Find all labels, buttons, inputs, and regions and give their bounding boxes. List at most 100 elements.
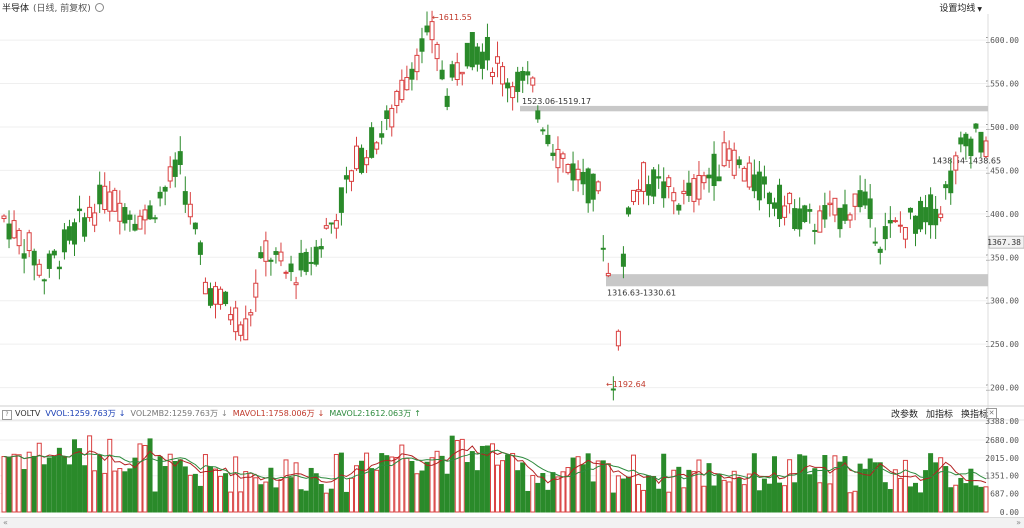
candle [777, 184, 783, 220]
volume-bar [459, 438, 465, 513]
candle [117, 202, 123, 222]
candle [197, 242, 203, 255]
candle [288, 263, 294, 273]
volume-bar [872, 462, 878, 513]
candle [651, 169, 657, 197]
volume-bar [787, 459, 793, 513]
candle [127, 214, 133, 220]
candle [273, 251, 279, 255]
candle [907, 207, 913, 213]
candle [1, 215, 7, 220]
candle [973, 123, 979, 129]
volume-bar [328, 488, 334, 513]
volume-bar [6, 457, 12, 513]
volume-bar [46, 457, 52, 513]
volume-bar [620, 478, 626, 513]
volume-bar [419, 470, 425, 513]
volume-bar [882, 482, 888, 513]
volume-bar [464, 462, 470, 513]
volume-bar [233, 456, 239, 513]
volume-bar [570, 457, 576, 513]
volume-bar [122, 471, 128, 513]
candle [313, 246, 319, 265]
mavol2-line [3, 449, 987, 481]
candle [293, 282, 299, 286]
candle [701, 175, 707, 184]
zone-annotation: 1316.63-1330.61 [607, 288, 676, 297]
settings-icon[interactable] [94, 3, 104, 12]
indicator-actions: 改参数 加指标 换指标 [883, 407, 988, 420]
candle [681, 190, 687, 195]
volume-bar [686, 469, 692, 513]
candle [348, 170, 354, 182]
indicator-name: VOLTV [15, 409, 41, 418]
candle [610, 388, 616, 391]
volume-bar [444, 473, 450, 513]
candle [122, 207, 128, 224]
switch-indicator-button[interactable]: 换指标 [960, 410, 988, 420]
candle [318, 246, 324, 250]
candle [429, 21, 435, 41]
volume-bar [409, 461, 415, 513]
volume-bar [746, 473, 752, 513]
candle [676, 204, 682, 211]
volume-bar [127, 468, 133, 513]
volume-bar [137, 443, 143, 513]
candle [797, 208, 803, 230]
candle [535, 110, 541, 120]
add-indicator-button[interactable]: 加指标 [925, 410, 953, 420]
volume-bar [338, 452, 344, 513]
candle [202, 281, 208, 295]
volume-bar [1, 456, 7, 513]
candle [464, 42, 470, 67]
candle [862, 191, 868, 206]
volume-bar [36, 442, 42, 513]
candle [414, 54, 420, 73]
candle [560, 153, 566, 159]
volume-bar [887, 489, 893, 513]
volume-bar [449, 435, 455, 513]
volume-bar [182, 466, 188, 513]
volume-bar [288, 477, 294, 513]
candle [847, 214, 853, 221]
candle [842, 204, 848, 221]
volume-bar [177, 459, 183, 513]
help-icon[interactable]: ? [2, 410, 12, 420]
volume-bar [817, 482, 823, 513]
volume-bar [661, 453, 667, 513]
volume-bar [77, 448, 83, 513]
y-tick-label: 1550.00 [985, 80, 1019, 89]
scroll-right-icon[interactable]: » [1016, 518, 1021, 527]
candle [434, 43, 440, 60]
volume-bar [827, 483, 833, 513]
candle [444, 95, 450, 107]
volume-bar [963, 483, 969, 513]
ma-settings-button[interactable]: 设置均线 ▼ [939, 1, 982, 14]
volume-bar [132, 457, 138, 513]
candle [646, 184, 652, 196]
candle [721, 142, 727, 167]
candle [852, 193, 858, 207]
volume-bar [218, 475, 224, 513]
volume-bar [283, 459, 289, 513]
volume-bar [943, 466, 949, 513]
volume-bar [862, 468, 868, 513]
candle [736, 159, 742, 166]
volume-bar [56, 447, 62, 513]
candle [36, 263, 42, 276]
candle [661, 181, 667, 199]
candle [515, 71, 521, 92]
volume-bar [867, 458, 873, 513]
close-icon[interactable]: ✕ [986, 408, 997, 419]
y-tick-label: 1200.00 [985, 384, 1019, 393]
volume-bar [928, 453, 934, 513]
volume-bar [600, 460, 606, 513]
candle [51, 250, 57, 256]
chart-header: 半导体 (日线, 前复权) 设置均线 ▼ [0, 0, 1024, 14]
y-tick-label: 1600.00 [985, 36, 1019, 45]
volume-bar [117, 468, 123, 513]
time-scrollbar[interactable]: « » [0, 517, 1024, 528]
edit-params-button[interactable]: 改参数 [890, 410, 918, 420]
scroll-left-icon[interactable]: « [3, 518, 8, 527]
